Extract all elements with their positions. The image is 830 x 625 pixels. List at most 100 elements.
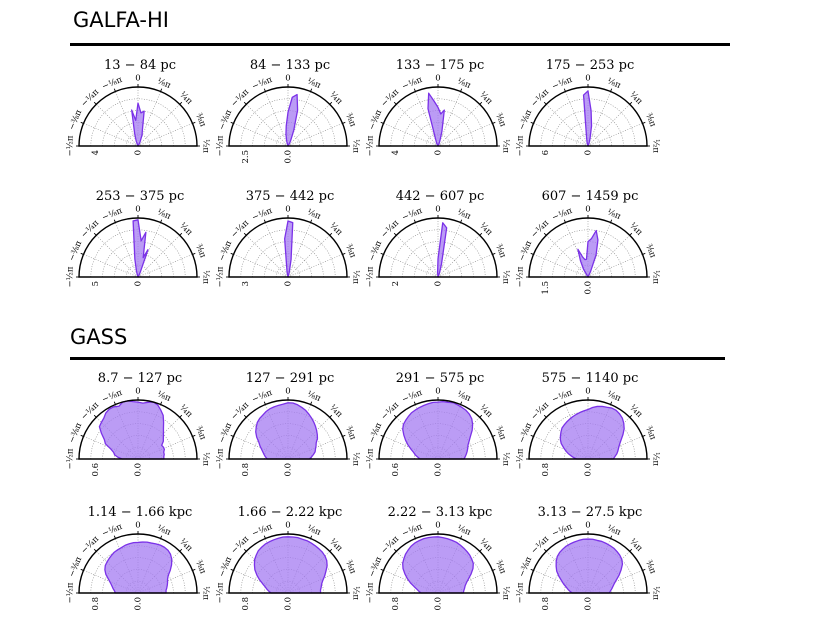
angle-tick-label: 0: [285, 387, 290, 397]
radial-tick-label: 0.8: [91, 597, 101, 611]
angle-tick-label: ½π: [201, 586, 212, 600]
angle-tick-label: ⅜π: [193, 425, 208, 442]
angle-tick-label: ⅜π: [193, 112, 208, 129]
angle-tick: [530, 121, 534, 124]
angle-tick-label: ⅛π: [156, 389, 173, 404]
polar-frame: [78, 533, 198, 594]
angle-tick-label: 0: [585, 387, 590, 397]
angle-tick: [113, 535, 116, 539]
angle-tick-label: ½π: [501, 270, 512, 284]
angle-tick: [192, 121, 196, 124]
angle-tick-label: −½π: [515, 266, 526, 287]
polar-frame: [78, 399, 198, 460]
polar-panel: 13 − 84 pc −½π −⅜π −¼π −⅛π 0 ⅛π ¼π ⅜π ½π 0 4: [60, 58, 230, 178]
angle-tick-label: −½π: [65, 135, 76, 156]
radial-tick-label: 0.0: [284, 597, 294, 611]
data-series-area: [582, 90, 593, 147]
angle-tick-label: −½π: [515, 448, 526, 469]
panel-title: 607 − 1459 pc: [541, 189, 639, 204]
panel-title: 133 − 175 pc: [395, 58, 485, 73]
angle-tick: [230, 434, 234, 437]
radial-grid-circle: [540, 229, 636, 278]
angle-tick-label: −½π: [365, 448, 376, 469]
data-series-area: [555, 538, 624, 594]
angle-tick: [243, 101, 247, 105]
polar-frame: [378, 399, 498, 460]
angle-tick-label: −¼π: [229, 217, 252, 240]
polar-plot: −½π−⅜π−¼π−⅛π 0 ⅛π¼π⅜π½π0.01.5: [515, 205, 662, 295]
polar-panel: 3.13 − 27.5 kpc −½π −⅜π −¼π −⅛π 0 ⅛π ¼π ⅜π ½π 0.0 0…: [510, 505, 680, 625]
radial-tick-label: 2: [391, 281, 401, 286]
angle-tick: [179, 232, 183, 236]
angle-tick-label: ⅛π: [606, 523, 623, 538]
angle-tick-label: −½π: [365, 135, 376, 156]
angular-grid-line: [587, 104, 630, 147]
data-series-area: [98, 400, 166, 460]
radial-tick-label: 0.0: [434, 463, 444, 477]
angle-tick: [563, 219, 566, 223]
polar-plot: −½π−⅜π−¼π−⅛π 0 ⅛π¼π⅜π½π0.00.8: [515, 521, 662, 611]
radial-tick-label: 0.0: [284, 150, 294, 164]
angle-tick: [393, 414, 397, 418]
panel-title: 375 − 442 pc: [245, 189, 335, 204]
angle-tick-label: 0: [135, 74, 140, 84]
angle-tick-label: ⅛π: [306, 207, 323, 222]
angle-tick-label: ⅛π: [606, 389, 623, 404]
angle-tick-label: ⅜π: [643, 559, 658, 576]
angle-tick-label: 0: [435, 205, 440, 215]
angle-tick-label: ½π: [351, 586, 362, 600]
panel-title: 84 − 133 pc: [249, 58, 331, 73]
radial-tick-label: 3: [241, 281, 251, 286]
angle-tick-label: −¼π: [379, 533, 402, 556]
angle-tick-label: ½π: [501, 586, 512, 600]
polar-frame: [528, 533, 648, 594]
panel-title: 13 − 84 pc: [104, 58, 176, 73]
angle-tick: [380, 121, 384, 124]
angle-tick-label: ⅛π: [456, 523, 473, 538]
polar-panel: 8.7 − 127 pc −½π −⅜π −¼π −⅛π 0 ⅛π ¼π ⅜π ½π 0.0 0.6: [60, 371, 230, 491]
angle-tick: [230, 252, 234, 255]
angle-tick: [460, 88, 463, 92]
angle-tick: [610, 535, 613, 539]
polar-panel: 84 − 133 pc −½π −⅜π −¼π −⅛π 0 ⅛π ¼π ⅜π ½π 0.0 2.5: [210, 58, 380, 178]
angle-tick: [393, 101, 397, 105]
angle-tick: [563, 535, 566, 539]
angle-tick-label: −¼π: [79, 217, 102, 240]
angle-tick: [263, 88, 266, 92]
radial-grid-circle: [540, 545, 636, 594]
angle-tick-label: 0: [435, 387, 440, 397]
radial-tick-label: 0: [284, 281, 294, 286]
radial-tick-label: 0.0: [434, 597, 444, 611]
angle-tick-label: ½π: [501, 452, 512, 466]
angle-tick-label: −½π: [65, 266, 76, 287]
radial-tick-label: 0.8: [241, 463, 251, 477]
angle-tick-label: ⅛π: [456, 207, 473, 222]
angle-tick-label: −½π: [515, 582, 526, 603]
polar-plot: −½π−⅜π−¼π−⅛π 0 ⅛π¼π⅜π½π0.00.8: [65, 521, 212, 611]
angle-tick: [93, 232, 97, 236]
angle-tick: [629, 414, 633, 418]
angle-tick: [160, 401, 163, 405]
angle-tick: [93, 548, 97, 552]
panel-title: 127 − 291 pc: [245, 371, 335, 386]
angle-tick-label: −½π: [215, 266, 226, 287]
angle-tick-label: ½π: [201, 139, 212, 153]
angle-tick: [642, 252, 646, 255]
radial-tick-label: 0.8: [391, 597, 401, 611]
polar-plot: −½π−⅜π−¼π−⅛π 0 ⅛π¼π⅜π½π0.00.8: [215, 521, 362, 611]
angle-tick: [479, 101, 483, 105]
angle-tick: [80, 252, 84, 255]
panel-title: 291 − 575 pc: [395, 371, 485, 386]
radial-grid-circle: [240, 229, 336, 278]
radial-tick-label: 0.0: [584, 281, 594, 295]
panel-title: 575 − 1140 pc: [541, 371, 639, 386]
angle-tick: [530, 252, 534, 255]
angle-tick: [263, 219, 266, 223]
angle-tick: [192, 568, 196, 571]
angle-tick-label: ⅛π: [156, 76, 173, 91]
